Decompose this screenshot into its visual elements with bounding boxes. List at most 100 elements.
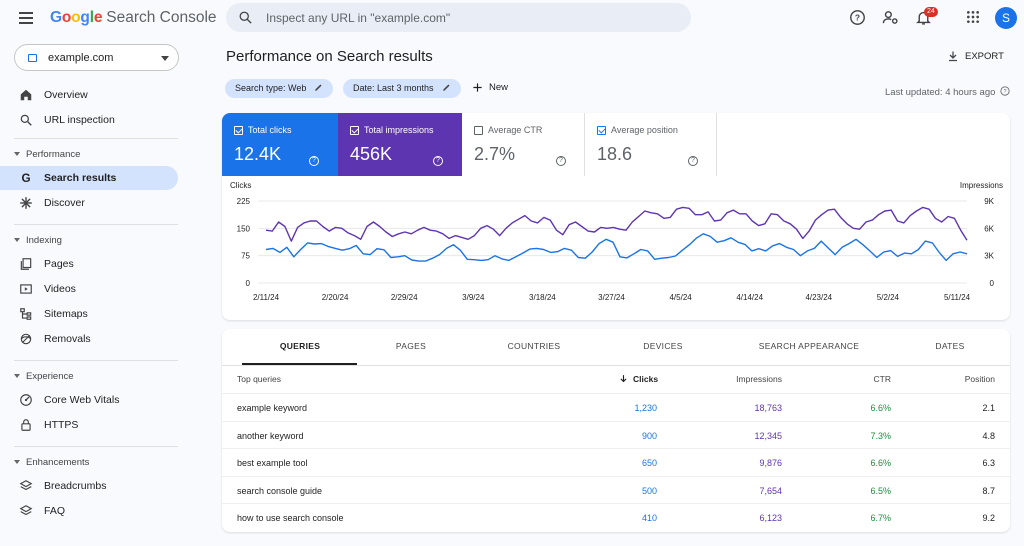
column-header-clicks-sort[interactable]: Clicks — [619, 374, 658, 384]
clicks-cell: 1,230 — [634, 403, 657, 413]
x-tick-label: 2/20/24 — [322, 293, 349, 302]
impressions-cell: 12,345 — [754, 430, 782, 441]
property-selector[interactable]: example.com — [14, 44, 179, 71]
new-filter-button[interactable]: New — [472, 82, 508, 93]
sidebar-item-faq[interactable]: FAQ — [0, 499, 178, 523]
metric-header: Average CTR — [474, 125, 542, 135]
user-settings-icon[interactable] — [882, 9, 899, 26]
sidebar-item-sitemaps[interactable]: Sitemaps — [0, 302, 178, 326]
ctr-cell: 6.6% — [870, 403, 891, 413]
sidebar-item-removals[interactable]: Removals — [0, 327, 178, 351]
y-axis-label-right: Impressions — [960, 181, 1003, 190]
sidebar-item-label: Breadcrumbs — [44, 480, 107, 492]
help-icon[interactable]: ? — [849, 9, 866, 26]
sidebar-item-label: Discover — [44, 197, 85, 209]
sidebar-item-pages[interactable]: Pages — [0, 252, 178, 276]
metric-checkbox[interactable] — [597, 125, 606, 135]
help-icon[interactable]: ? — [433, 156, 443, 166]
metric-checkbox[interactable] — [350, 125, 359, 135]
tab-devices[interactable]: DEVICES — [643, 341, 683, 351]
filter-chip-search-type[interactable]: Search type: Web — [225, 79, 334, 98]
filter-chip-label: Search type: Web — [235, 83, 307, 93]
column-header-position[interactable]: Position — [964, 374, 995, 384]
position-cell: 4.8 — [982, 430, 995, 441]
sidebar-item-videos[interactable]: Videos — [0, 277, 178, 301]
sort-down-icon — [620, 375, 627, 383]
last-updated: Last updated: 4 hours ago ? — [885, 86, 1010, 98]
table-row[interactable]: best example tool 650 9,876 6.6% 6.3 — [222, 448, 1010, 475]
ctr-cell: 6.5% — [870, 485, 891, 496]
query-cell: best example tool — [237, 458, 308, 468]
sidebar-item-label: Overview — [44, 89, 88, 101]
new-filter-label: New — [489, 82, 509, 93]
y-axis-label-left: Clicks — [230, 181, 251, 190]
tab-pages[interactable]: PAGES — [395, 341, 427, 351]
table-row[interactable]: how to use search console 410 6,123 6.7% 9.2 — [222, 503, 1010, 530]
sidebar-divider — [14, 360, 178, 361]
position-cell: 8.7 — [982, 485, 995, 496]
sidebar-item-search-results[interactable]: G Search results — [0, 166, 178, 190]
metric-tile-average-ctr[interactable]: Average CTR 2.7%? — [462, 113, 585, 176]
search-icon — [239, 11, 252, 24]
x-tick-label: 2/11/24 — [253, 293, 280, 302]
apps-grid-icon[interactable] — [965, 9, 981, 25]
sidebar-section-title: Experience — [26, 371, 74, 382]
tab-search-appearance[interactable]: SEARCH APPEARANCE — [758, 341, 860, 351]
sidebar-item-breadcrumbs[interactable]: Breadcrumbs — [0, 474, 178, 498]
help-icon[interactable]: ? — [309, 156, 319, 166]
lock-icon — [21, 419, 31, 431]
impressions-cell: 6,123 — [759, 513, 782, 523]
active-tab-indicator — [242, 363, 357, 365]
menu-icon[interactable] — [19, 12, 33, 24]
speed-icon — [20, 394, 32, 406]
svg-text:?: ? — [1004, 89, 1007, 95]
column-header-query: Top queries — [237, 374, 281, 384]
help-icon[interactable]: ? — [688, 156, 698, 166]
y-tick-label-right: 0 — [990, 279, 995, 288]
sidebar-item-core-web-vitals[interactable]: Core Web Vitals — [0, 388, 178, 412]
y-tick-label-right: 9K — [984, 197, 994, 206]
url-inspect-input[interactable] — [266, 8, 666, 27]
help-icon[interactable]: ? — [556, 156, 566, 166]
sidebar-section-header[interactable]: Enhancements — [14, 457, 89, 468]
sidebar-item-label: Pages — [44, 258, 74, 270]
tab-queries[interactable]: QUERIES — [279, 341, 321, 351]
notification-badge: 24 — [924, 7, 938, 17]
sidebar-section-header[interactable]: Experience — [14, 371, 74, 382]
sitemaps-icon — [20, 308, 32, 320]
product-logo[interactable]: Google Search Console — [50, 9, 217, 27]
sidebar-item-https[interactable]: HTTPS — [0, 413, 178, 437]
metric-checkbox[interactable] — [474, 125, 483, 135]
sidebar-item-overview[interactable]: Overview — [0, 83, 178, 107]
avatar[interactable]: S — [995, 7, 1017, 29]
plus-icon — [473, 83, 482, 92]
sidebar-item-label: Sitemaps — [44, 308, 88, 320]
table-row[interactable]: example keyword 1,230 18,763 6.6% 2.1 — [222, 393, 1010, 420]
search-icon — [20, 114, 32, 126]
sidebar-item-url-inspection[interactable]: URL inspection — [0, 108, 178, 132]
table-row[interactable]: another keyword 900 12,345 7.3% 4.8 — [222, 420, 1010, 448]
column-header-ctr[interactable]: CTR — [873, 374, 891, 384]
sidebar-section-title: Performance — [26, 149, 81, 160]
sidebar-item-label: Videos — [44, 283, 76, 295]
x-tick-label: 5/2/24 — [877, 293, 900, 302]
sidebar-section-header[interactable]: Indexing — [14, 235, 62, 246]
metric-tile-average-position[interactable]: Average position 18.6? — [585, 113, 717, 176]
filter-chip-date[interactable]: Date: Last 3 months — [343, 79, 461, 98]
queries-table-card: QUERIES PAGES COUNTRIES DEVICES SEARCH APPEA… — [222, 329, 1010, 532]
export-button[interactable]: EXPORT — [947, 50, 1004, 62]
x-tick-label: 3/27/24 — [598, 293, 625, 302]
tab-dates[interactable]: DATES — [935, 341, 965, 351]
column-header-impressions[interactable]: Impressions — [736, 374, 782, 384]
sidebar-item-discover[interactable]: Discover — [0, 191, 178, 215]
google-wordmark: Google — [50, 9, 103, 26]
table-row[interactable]: search console guide 500 7,654 6.5% 8.7 — [222, 475, 1010, 503]
sidebar-section-header[interactable]: Performance — [14, 149, 80, 160]
metric-tile-total-clicks[interactable]: Total clicks 12.4K? — [222, 113, 338, 176]
metric-tile-total-impressions[interactable]: Total impressions 456K? — [338, 113, 462, 176]
metric-checkbox[interactable] — [234, 125, 243, 135]
filter-chip-label: Date: Last 3 months — [353, 83, 434, 93]
layers-icon — [19, 480, 33, 491]
tab-countries[interactable]: COUNTRIES — [507, 341, 561, 351]
help-icon[interactable]: ? — [1000, 86, 1010, 96]
